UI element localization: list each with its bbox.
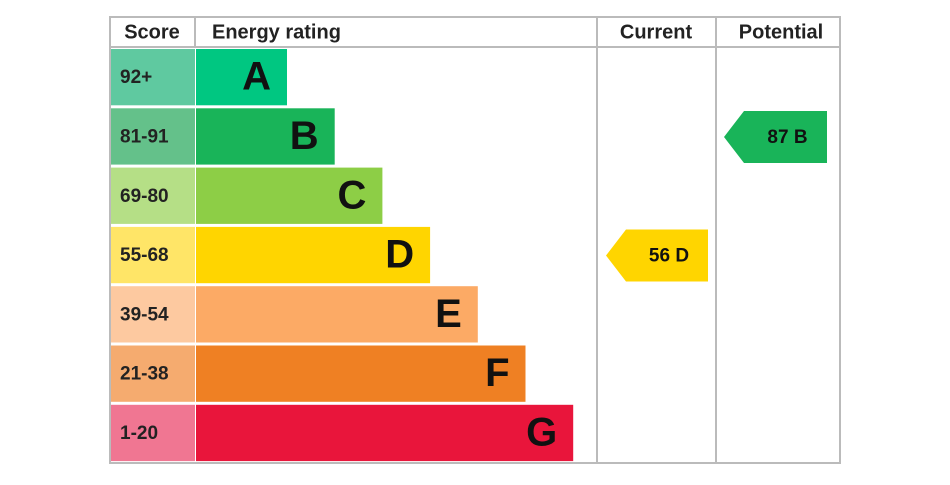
score: 56 xyxy=(649,246,670,267)
rating-letter: F xyxy=(485,351,509,395)
rating-bar xyxy=(196,345,526,402)
score: 87 xyxy=(767,127,788,148)
score-label: 69-80 xyxy=(120,186,169,207)
score-cell xyxy=(111,345,195,402)
potential-label: 87 B xyxy=(767,127,807,148)
rating-letter: D xyxy=(385,233,414,277)
score-label: 55-68 xyxy=(120,245,169,266)
frame xyxy=(109,16,841,464)
score-cell xyxy=(111,404,195,462)
score-label: 92+ xyxy=(120,67,152,88)
score-label: 81-91 xyxy=(120,126,169,147)
potential-arrow xyxy=(724,110,827,163)
rating-bar xyxy=(196,286,478,343)
rating-letter: A xyxy=(242,55,271,99)
rating-letter: E xyxy=(435,292,462,336)
rating-bar xyxy=(196,404,574,462)
score-label: 21-38 xyxy=(120,364,169,385)
rating-letter: C xyxy=(338,173,367,217)
score-label: 1-20 xyxy=(120,423,158,444)
current-arrow xyxy=(606,229,708,282)
current-label: 56 D xyxy=(649,246,689,267)
score-cell xyxy=(111,49,195,106)
score-cell xyxy=(111,108,195,165)
score-cell xyxy=(111,286,195,343)
letter: D xyxy=(675,246,689,267)
rating-bar xyxy=(196,226,431,284)
header: Score xyxy=(124,21,180,43)
rating-letter: G xyxy=(526,411,557,455)
rating-letter: B xyxy=(290,114,319,158)
score-label: 39-54 xyxy=(120,304,169,325)
rating-bar xyxy=(196,167,383,224)
header: Current xyxy=(620,21,693,43)
score-cell xyxy=(111,226,195,284)
rating-bar xyxy=(196,49,287,106)
header: Potential xyxy=(739,21,823,43)
score-cell xyxy=(111,167,195,224)
letter: B xyxy=(794,127,808,148)
rating-bar xyxy=(196,108,335,165)
header: Energy rating xyxy=(212,21,341,43)
